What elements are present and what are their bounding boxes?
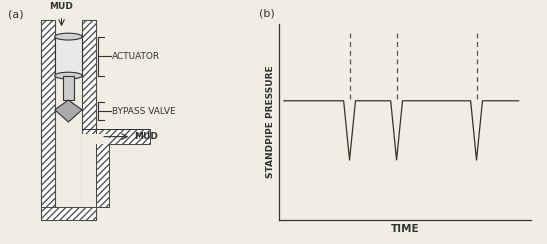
X-axis label: TIME: TIME: [391, 224, 419, 234]
Polygon shape: [55, 134, 109, 207]
Text: MUD: MUD: [134, 132, 158, 141]
Ellipse shape: [55, 33, 82, 40]
Polygon shape: [55, 100, 82, 122]
Text: (a): (a): [8, 10, 24, 20]
Text: BYPASS VALVE: BYPASS VALVE: [112, 107, 176, 115]
Bar: [63, 76, 74, 100]
Ellipse shape: [55, 72, 82, 79]
Y-axis label: STANDPIPE PRESSURE: STANDPIPE PRESSURE: [266, 66, 275, 178]
Polygon shape: [41, 129, 150, 220]
Text: ACTUATOR: ACTUATOR: [112, 52, 160, 61]
Text: MUD: MUD: [50, 2, 73, 11]
Bar: [55, 37, 82, 76]
Polygon shape: [82, 20, 96, 220]
Polygon shape: [41, 20, 55, 220]
Text: (b): (b): [259, 9, 275, 19]
